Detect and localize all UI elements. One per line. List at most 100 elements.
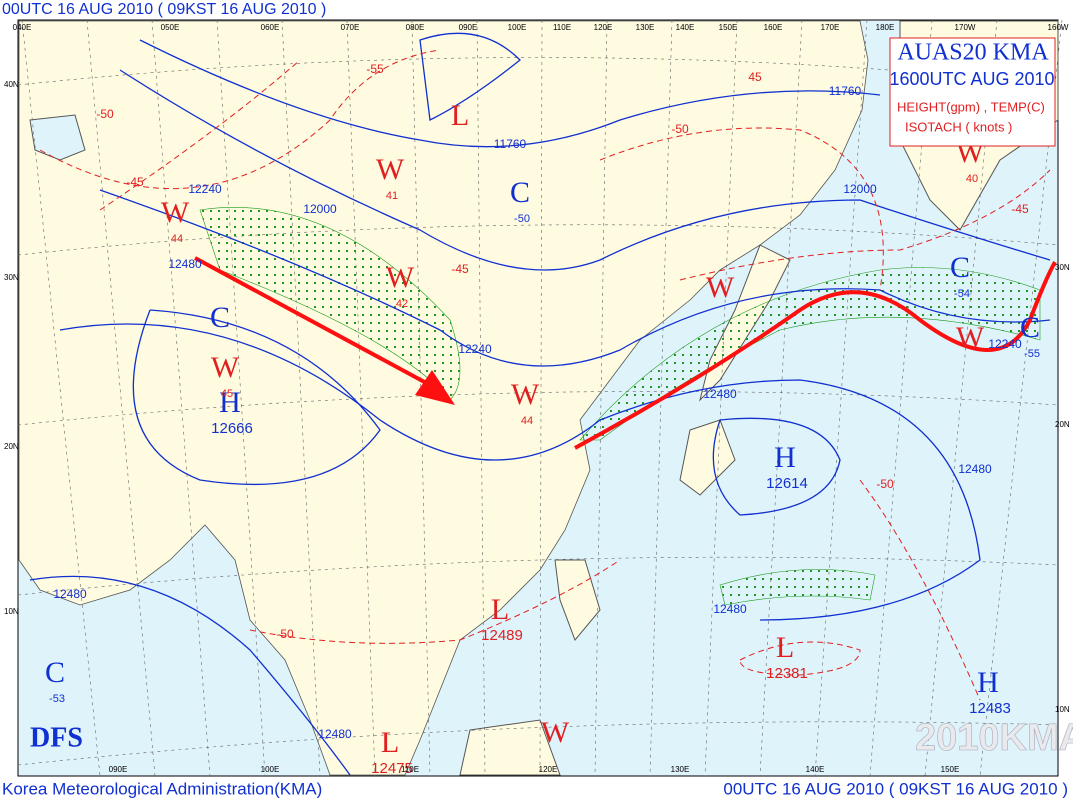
temp-label: -55 (366, 62, 384, 76)
meridian (151, 19, 211, 777)
system-value: 12381 (766, 665, 808, 682)
logo: DFS (30, 722, 83, 753)
meridian (86, 19, 156, 777)
philippines (554, 559, 601, 641)
system-value: 12614 (766, 475, 808, 492)
temp-label: -50 (876, 477, 894, 491)
lon-label: 080E (406, 23, 425, 32)
temp-contour (739, 641, 861, 676)
system-symbol: W (211, 351, 240, 384)
lat-label: 10N (4, 607, 19, 616)
lon-label: 140E (806, 765, 825, 774)
lon-label: 160W (1048, 23, 1069, 32)
temp-label: -50 (276, 627, 294, 641)
system-value: 42 (396, 298, 408, 310)
parallel (17, 556, 1059, 596)
height-label: 12240 (458, 342, 492, 356)
meridian (594, 19, 608, 777)
system-value: -55 (1024, 348, 1040, 360)
parallel (17, 721, 1059, 766)
isotach-area (719, 569, 876, 606)
parallel (17, 391, 1059, 426)
temp-label: -45 (1011, 202, 1029, 216)
temp-label: 45 (748, 70, 762, 84)
height-label: 11760 (829, 84, 862, 98)
system-symbol: W (541, 716, 570, 749)
system-value: -53 (49, 693, 65, 705)
system-value: -54 (954, 288, 970, 300)
temp-contour (859, 479, 981, 701)
system-value: -50 (514, 213, 530, 225)
header-title: 00UTC 16 AUG 2010 ( 09KST 16 AUG 2010 ) (2, 1, 326, 18)
product-title: AUAS20 KMA (897, 40, 1049, 66)
meridian (759, 19, 803, 777)
height-contour (132, 309, 381, 486)
lon-label: 070E (341, 23, 360, 32)
height-label: 12480 (713, 602, 747, 616)
meridian (411, 19, 431, 777)
height-label: 12480 (53, 587, 87, 601)
lon-label: 120E (539, 765, 558, 774)
system-symbol: W (386, 261, 415, 294)
system-symbol: W (956, 321, 985, 354)
system-symbol: C (45, 656, 65, 689)
temp-label: -50 (671, 122, 689, 136)
system-symbol: W (511, 378, 540, 411)
lon-label: 160E (764, 23, 783, 32)
lon-label: 120E (594, 23, 613, 32)
lon-label: 170W (955, 23, 976, 32)
lat-label: 20N (1055, 420, 1070, 429)
height-contour (99, 189, 1051, 367)
system-symbol: L (381, 726, 399, 759)
system-symbol: L (776, 631, 794, 664)
caspian (29, 114, 86, 161)
temp-contour (679, 169, 1051, 281)
watermark: 2010KMA (915, 717, 1073, 759)
system-symbol: C (510, 176, 530, 209)
system-symbol: C (210, 301, 230, 334)
system-symbol: H (219, 386, 241, 419)
isotach-area (199, 207, 461, 401)
temp-label: -45 (126, 175, 144, 189)
lon-label: 060E (261, 23, 280, 32)
height-label: 11760 (494, 137, 527, 151)
system-symbol: C (950, 251, 970, 284)
meridian (814, 19, 868, 777)
lon-label: 050E (161, 23, 180, 32)
meridian (539, 19, 543, 777)
system-symbol: W (161, 196, 190, 229)
lon-label: 110E (401, 765, 419, 774)
lon-label: 110E (553, 23, 571, 32)
parallel (17, 224, 1059, 256)
lon-label: 090E (109, 765, 128, 774)
meridian (281, 19, 321, 777)
lon-label: 130E (671, 765, 690, 774)
lat-label: 30N (1055, 263, 1070, 272)
lat-label: 10N (1055, 705, 1070, 714)
jet-axis (574, 261, 1057, 450)
temp-label: -45 (451, 262, 469, 276)
temp-contour (249, 559, 621, 644)
height-label: 12480 (168, 257, 202, 271)
height-contour (712, 417, 841, 516)
height-contour (29, 575, 351, 776)
lat-label: 20N (4, 442, 19, 451)
meridian (346, 19, 376, 777)
height-contour (139, 39, 881, 148)
footer-left: Korea Meteorological Administration(KMA) (2, 779, 322, 798)
system-symbol: L (451, 99, 469, 132)
height-contour (59, 323, 981, 621)
system-value: 12483 (969, 700, 1011, 717)
lon-label: 100E (261, 765, 280, 774)
system-value: 44 (171, 233, 183, 245)
jet-axis (194, 256, 431, 387)
meridian (216, 19, 266, 777)
system-symbol: C (1020, 311, 1040, 344)
legend-line: HEIGHT(gpm) , TEMP(C) (897, 99, 1045, 114)
lat-label: 40N (4, 80, 19, 89)
height-contour (119, 69, 1051, 271)
system-value: 45 (221, 388, 233, 400)
temp-contour (99, 59, 301, 211)
